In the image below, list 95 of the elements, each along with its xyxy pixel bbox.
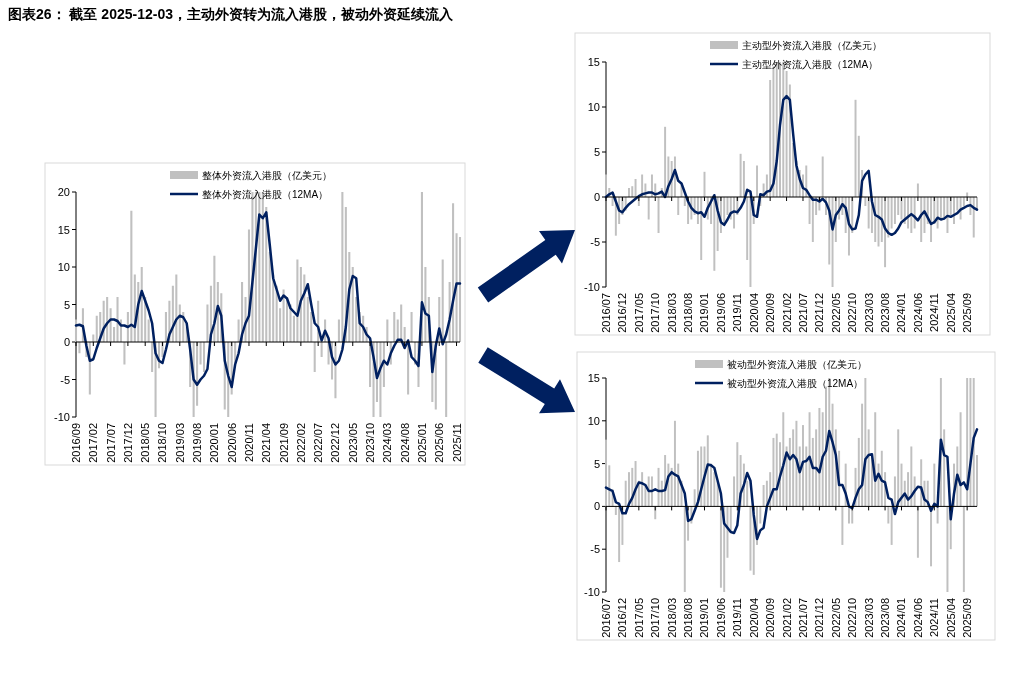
y-tick-label: -10 (584, 586, 600, 598)
x-tick-label: 2025/09 (961, 598, 974, 638)
x-tick-label: 2022/05 (829, 293, 842, 333)
x-tick-label: 2023/10 (364, 423, 377, 463)
y-tick-label: 0 (593, 191, 600, 203)
x-tick-label: 2017/05 (632, 293, 645, 333)
y-tick-label: 5 (593, 457, 600, 470)
y-tick-label: 5 (593, 146, 600, 158)
legend-label: 整体外资流入港股（亿美元） (202, 170, 332, 181)
x-tick-label: 2023/08 (879, 293, 892, 333)
x-tick-label: 2019/01 (698, 598, 711, 638)
legend-label: 主动型外资流入港股（12MA） (742, 59, 879, 70)
x-tick-label: 2017/07 (104, 423, 117, 463)
x-tick-label: 2019/11 (731, 293, 744, 332)
y-tick-label: 5 (63, 298, 70, 311)
x-tick-label: 2022/10 (846, 598, 859, 638)
x-tick-label: 2021/07 (796, 293, 809, 333)
x-tick-label: 2024/06 (911, 598, 924, 638)
x-tick-label: 2018/03 (665, 293, 678, 333)
y-tick-label: 20 (57, 186, 70, 198)
x-tick-label: 2021/02 (780, 293, 793, 333)
x-tick-label: 2019/06 (714, 598, 727, 638)
x-tick-label: 2020/09 (764, 293, 777, 333)
x-tick-label: 2024/11 (928, 293, 941, 332)
x-tick-label: 2020/01 (208, 423, 221, 463)
x-tick-label: 2020/04 (747, 293, 760, 333)
y-tick-label: 15 (587, 372, 600, 384)
x-tick-label: 2019/11 (731, 598, 744, 637)
x-tick-label: 2016/07 (600, 598, 612, 638)
x-tick-label: 2021/04 (260, 423, 273, 463)
x-tick-label: 2020/09 (764, 598, 777, 638)
x-tick-label: 2021/07 (796, 598, 809, 638)
x-tick-label: 2021/12 (813, 598, 826, 638)
x-tick-label: 2020/11 (242, 423, 255, 462)
x-tick-label: 2023/08 (879, 598, 892, 638)
y-tick-label: -5 (590, 236, 600, 248)
x-tick-label: 2020/04 (747, 598, 760, 638)
y-tick-label: 15 (57, 223, 70, 236)
x-tick-label: 2025/04 (944, 598, 957, 638)
x-tick-label: 2016/12 (616, 293, 629, 333)
chart-title: 图表26： 截至 2025-12-03，主动外资转为流入港股，被动外资延续流入 (8, 6, 454, 22)
x-tick-label: 2017/10 (649, 293, 662, 333)
x-tick-label: 2019/03 (173, 423, 186, 463)
x-tick-label: 2017/10 (649, 598, 662, 638)
y-tick-label: 15 (587, 56, 600, 68)
y-tick-label: 10 (587, 101, 600, 113)
legend-label: 被动型外资流入港股（亿美元） (727, 359, 867, 370)
y-tick-label: -5 (590, 543, 600, 556)
x-tick-label: 2018/05 (139, 423, 152, 463)
x-tick-label: 2022/12 (329, 423, 342, 463)
x-tick-label: 2016/07 (600, 293, 612, 333)
x-tick-label: 2016/12 (616, 598, 629, 638)
x-tick-label: 2021/02 (780, 598, 793, 638)
x-tick-label: 2025/09 (961, 293, 974, 333)
legend-label: 被动型外资流入港股（12MA） (727, 378, 864, 389)
x-tick-label: 2022/07 (312, 423, 325, 463)
x-tick-label: 2025/11 (450, 423, 463, 462)
y-tick-label: 0 (63, 336, 70, 348)
x-tick-label: 2019/06 (714, 293, 727, 333)
x-tick-label: 2025/06 (433, 423, 446, 463)
x-tick-label: 2021/09 (277, 423, 290, 463)
x-tick-label: 2022/05 (829, 598, 842, 638)
x-tick-label: 2022/10 (846, 293, 859, 333)
y-tick-label: -5 (60, 373, 70, 386)
x-tick-label: 2022/02 (294, 423, 307, 463)
x-tick-label: 2025/04 (944, 293, 957, 333)
x-tick-label: 2017/12 (121, 423, 134, 463)
x-tick-label: 2020/06 (225, 423, 238, 463)
legend-label: 整体外资流入港股（12MA） (202, 189, 329, 200)
x-tick-label: 2024/08 (398, 423, 411, 463)
x-tick-label: 2017/02 (87, 423, 100, 463)
x-tick-label: 2016/09 (70, 423, 82, 463)
x-tick-label: 2018/08 (682, 293, 695, 333)
x-tick-label: 2019/01 (698, 293, 711, 333)
x-tick-label: 2018/08 (682, 598, 695, 638)
x-tick-label: 2024/03 (381, 423, 394, 463)
y-tick-label: 0 (593, 500, 600, 513)
y-tick-label: 10 (57, 261, 70, 273)
x-tick-label: 2025/01 (415, 423, 428, 463)
x-tick-label: 2021/12 (813, 293, 826, 333)
x-tick-label: 2019/08 (191, 423, 204, 463)
x-tick-label: 2023/03 (862, 598, 875, 638)
y-tick-label: -10 (584, 281, 600, 293)
x-tick-label: 2024/01 (895, 598, 908, 638)
x-tick-label: 2024/01 (895, 293, 908, 333)
x-tick-label: 2017/05 (632, 598, 645, 638)
y-tick-label: 10 (587, 414, 600, 427)
x-tick-label: 2023/03 (862, 293, 875, 333)
legend-label: 主动型外资流入港股（亿美元） (742, 40, 882, 51)
x-tick-label: 2023/05 (346, 423, 359, 463)
x-tick-label: 2024/06 (911, 293, 924, 333)
x-tick-label: 2018/03 (665, 598, 678, 638)
y-tick-label: -10 (54, 411, 70, 423)
x-tick-label: 2024/11 (928, 598, 941, 637)
x-tick-label: 2018/10 (156, 423, 169, 463)
